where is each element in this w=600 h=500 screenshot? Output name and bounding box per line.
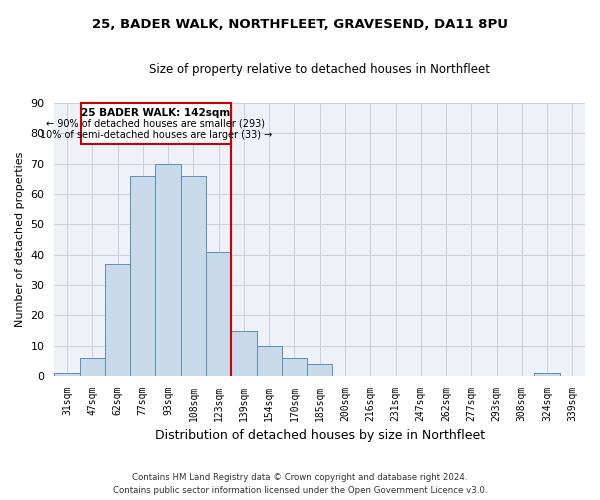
Text: 10% of semi-detached houses are larger (33) →: 10% of semi-detached houses are larger (… xyxy=(40,130,272,140)
Text: 25 BADER WALK: 142sqm: 25 BADER WALK: 142sqm xyxy=(81,108,230,118)
Bar xyxy=(535,373,560,376)
Title: Size of property relative to detached houses in Northfleet: Size of property relative to detached ho… xyxy=(149,62,490,76)
Bar xyxy=(231,330,257,376)
Bar xyxy=(307,364,332,376)
Bar xyxy=(130,176,155,376)
Text: 25, BADER WALK, NORTHFLEET, GRAVESEND, DA11 8PU: 25, BADER WALK, NORTHFLEET, GRAVESEND, D… xyxy=(92,18,508,30)
Text: Contains HM Land Registry data © Crown copyright and database right 2024.
Contai: Contains HM Land Registry data © Crown c… xyxy=(113,474,487,495)
Text: ← 90% of detached houses are smaller (293): ← 90% of detached houses are smaller (29… xyxy=(46,119,265,129)
Bar xyxy=(257,346,282,376)
Bar xyxy=(155,164,181,376)
FancyBboxPatch shape xyxy=(81,103,231,144)
Bar xyxy=(55,373,80,376)
Bar xyxy=(206,252,231,376)
Bar xyxy=(105,264,130,376)
Bar xyxy=(181,176,206,376)
Bar xyxy=(282,358,307,376)
Y-axis label: Number of detached properties: Number of detached properties xyxy=(15,152,25,328)
Bar xyxy=(80,358,105,376)
X-axis label: Distribution of detached houses by size in Northfleet: Distribution of detached houses by size … xyxy=(155,430,485,442)
